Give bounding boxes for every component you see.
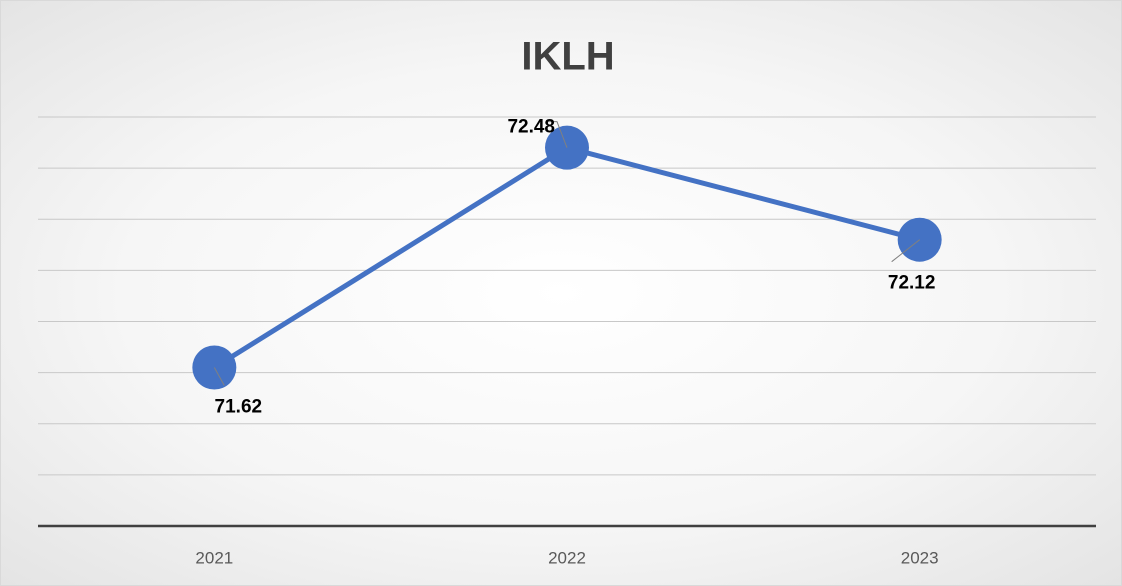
x-tick-label: 2022 (548, 548, 586, 567)
leader-line (213, 367, 225, 386)
chart-title: IKLH (521, 35, 614, 79)
x-tick-label: 2021 (195, 548, 233, 567)
data-label: 72.12 (888, 273, 936, 294)
leader-line (547, 121, 568, 148)
line (213, 145, 921, 370)
leader-line (891, 239, 920, 263)
data-label: 72.48 (507, 117, 555, 138)
data-label: 71.62 (215, 397, 263, 418)
x-tick-label: 2023 (901, 548, 939, 567)
